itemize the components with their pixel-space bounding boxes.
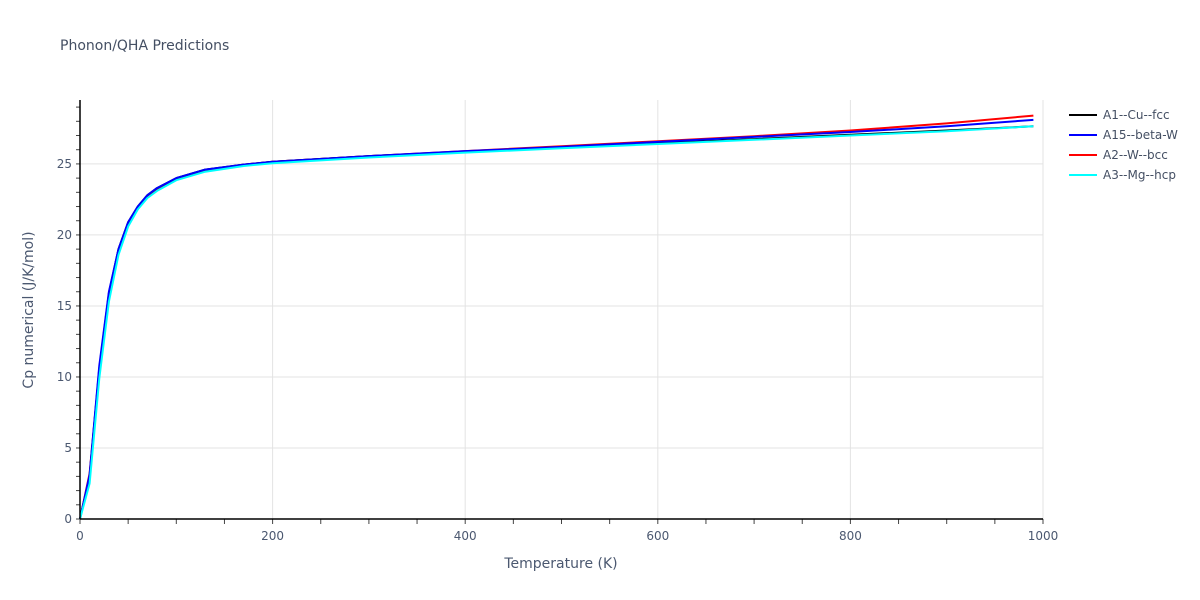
legend-item[interactable]: A2--W--bcc bbox=[1069, 148, 1168, 162]
y-axis-title: Cp numerical (J/K/mol) bbox=[21, 231, 37, 388]
series-line bbox=[79, 125, 1034, 520]
legend-label: A2--W--bcc bbox=[1103, 148, 1168, 162]
x-tick-label: 600 bbox=[646, 529, 669, 543]
y-tick-label: 15 bbox=[57, 299, 72, 313]
axes: 0 200 400 600 800 1000 0 5 10 15 20 25 bbox=[57, 100, 1059, 543]
chart-title: Phonon/QHA Predictions bbox=[60, 38, 229, 54]
y-tick-label: 5 bbox=[64, 441, 72, 455]
legend-item[interactable]: A1--Cu--fcc bbox=[1069, 108, 1170, 122]
legend: A1--Cu--fcc A15--beta-W A2--W--bcc A3--Mg--… bbox=[1069, 108, 1178, 182]
x-tick-label: 0 bbox=[76, 529, 84, 543]
series-line bbox=[79, 114, 1034, 520]
y-tick-label: 0 bbox=[64, 512, 72, 526]
y-tick-label: 10 bbox=[57, 370, 72, 384]
x-axis-title: Temperature (K) bbox=[503, 556, 617, 572]
y-tick-label: 25 bbox=[57, 157, 72, 171]
series-line bbox=[79, 125, 1034, 520]
gridlines bbox=[80, 100, 1044, 519]
y-tick-label: 20 bbox=[57, 228, 72, 242]
x-tick-label: 1000 bbox=[1028, 529, 1059, 543]
x-tick-label: 400 bbox=[454, 529, 477, 543]
series-line bbox=[79, 118, 1034, 520]
legend-item[interactable]: A15--beta-W bbox=[1069, 128, 1178, 142]
x-tick-label: 800 bbox=[839, 529, 862, 543]
legend-label: A1--Cu--fcc bbox=[1103, 108, 1170, 122]
x-tick-label: 200 bbox=[261, 529, 284, 543]
legend-item[interactable]: A3--Mg--hcp bbox=[1069, 168, 1176, 182]
plot-area bbox=[79, 114, 1034, 520]
legend-label: A3--Mg--hcp bbox=[1103, 168, 1176, 182]
legend-label: A15--beta-W bbox=[1103, 128, 1178, 142]
